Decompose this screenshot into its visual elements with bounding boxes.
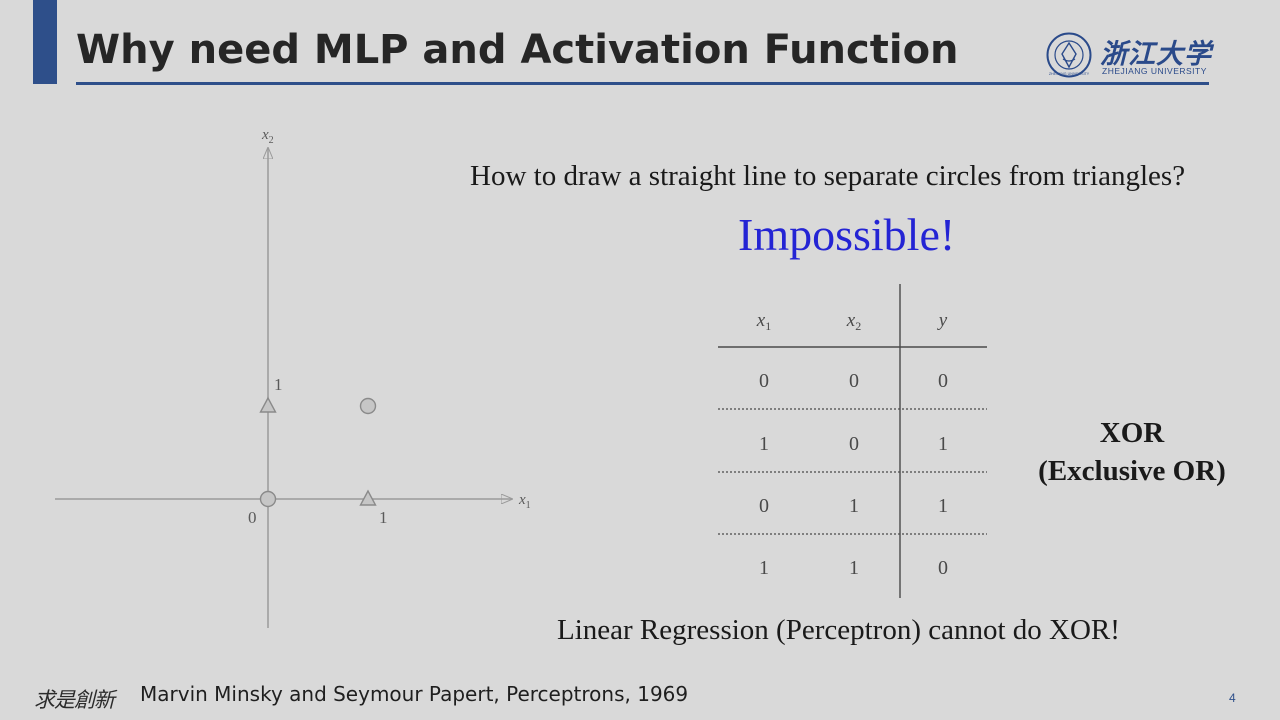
table-cell: 1 [759, 557, 769, 579]
impossible-text: Impossible! [738, 209, 956, 260]
motto-logo: 求是創新 [34, 688, 115, 712]
table-cell: 0 [759, 495, 769, 517]
table-cell: 1 [759, 433, 769, 455]
table-header: y [937, 310, 948, 331]
xor-scatter-plot: x1 x2 0 1 1 [55, 127, 531, 628]
x-axis-label-sub: 1 [526, 500, 531, 511]
xor-subtitle: (Exclusive OR) [1038, 455, 1226, 487]
circle-point [259, 490, 277, 508]
table-header: x1 [756, 310, 771, 333]
table-cell: 0 [849, 370, 859, 392]
title-accent-bar [33, 0, 57, 84]
conclusion-text: Linear Regression (Perceptron) cannot do… [557, 614, 1120, 646]
y-axis-label-sub: 2 [269, 135, 274, 146]
circle-point [359, 397, 377, 415]
x-axis-label-base: x [518, 492, 526, 508]
table-cell: 0 [938, 370, 948, 392]
table-cell: 1 [938, 433, 948, 455]
university-seal-icon: ZHEJIANG UNIVERSITY [1046, 32, 1092, 78]
table-header: x2 [846, 310, 861, 333]
university-logo: ZHEJIANG UNIVERSITY 浙江大学 ZHEJIANG UNIVER… [1044, 30, 1216, 82]
y-tick-label: 1 [274, 375, 283, 394]
table-cell: 0 [759, 370, 769, 392]
table-cells: x1 x2 y 0 0 0 1 0 1 0 1 1 1 1 0 [756, 310, 948, 579]
triangle-point [359, 489, 377, 506]
plot-points [259, 396, 377, 508]
x-tick-label: 1 [379, 508, 388, 527]
slide-title: Why need MLP and Activation Function [76, 27, 959, 73]
table-cell: 0 [849, 433, 859, 455]
title-underline [76, 82, 1209, 85]
y-axis-label: x2 [261, 127, 274, 146]
xor-truth-table: x1 x2 y 0 0 0 1 0 1 0 1 1 1 1 0 [718, 284, 987, 598]
table-cell: 1 [849, 495, 859, 517]
citation-text: Marvin Minsky and Seymour Papert, Percep… [140, 682, 689, 706]
origin-label: 0 [248, 508, 257, 527]
table-cell: 1 [938, 495, 948, 517]
triangle-point [259, 396, 277, 413]
university-name-en: ZHEJIANG UNIVERSITY [1102, 66, 1207, 76]
university-name-cn: 浙江大学 [1100, 39, 1212, 70]
table-cell: 0 [938, 557, 948, 579]
question-text: How to draw a straight line to separate … [470, 160, 1186, 192]
x-axis-label: x1 [518, 492, 531, 511]
xor-title: XOR [1099, 417, 1165, 449]
table-cell: 1 [849, 557, 859, 579]
page-number: 4 [1229, 691, 1236, 705]
xor-label: XOR (Exclusive OR) [1020, 414, 1244, 490]
y-axis-label-base: x [261, 127, 269, 143]
seal-text: ZHEJIANG UNIVERSITY [1049, 72, 1090, 76]
